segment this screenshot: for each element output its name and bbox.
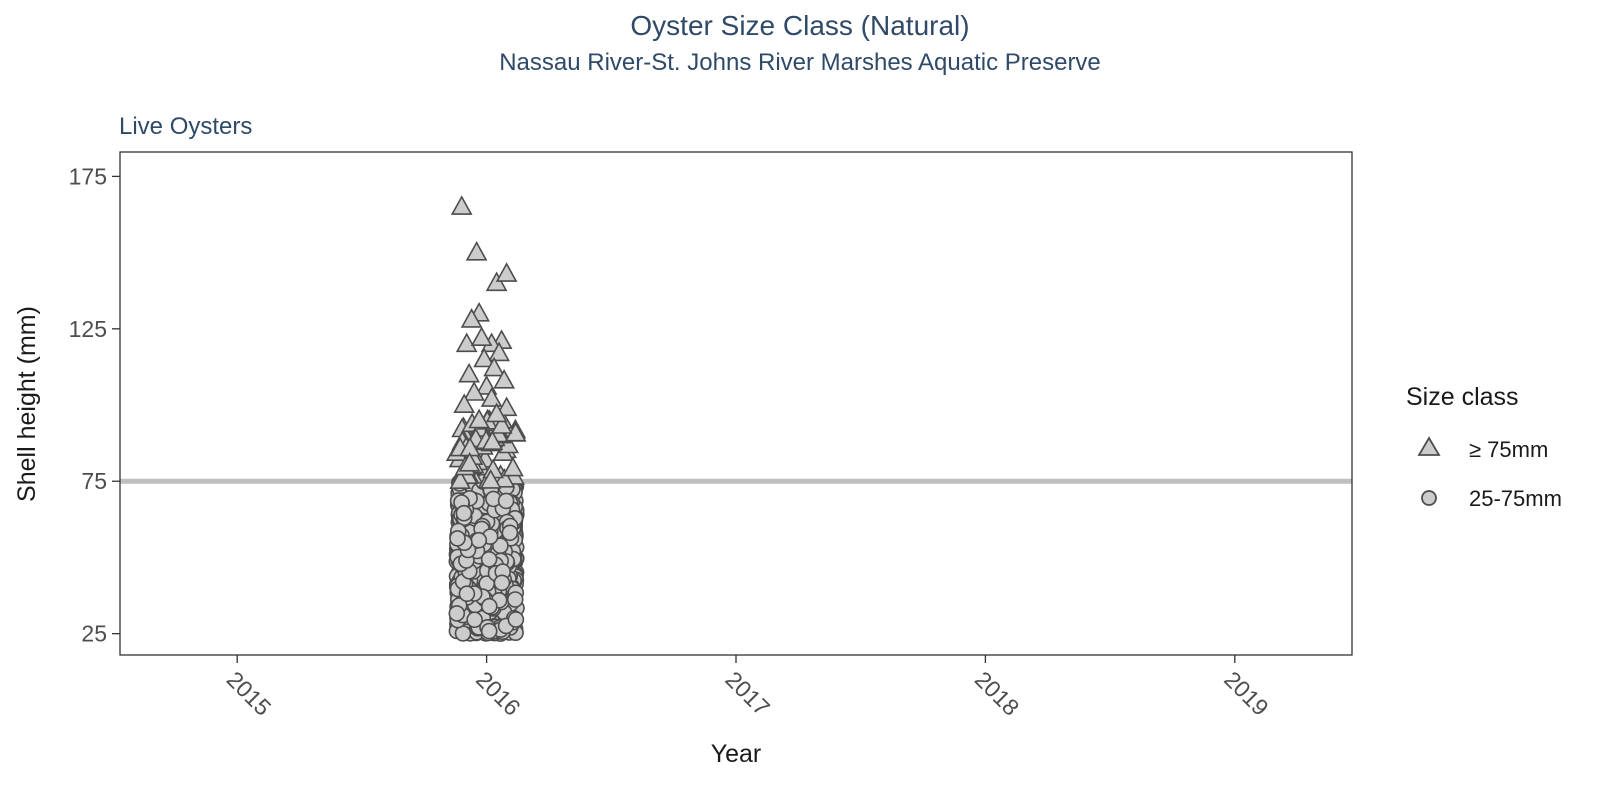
chart-title: Oyster Size Class (Natural): [630, 10, 969, 41]
legend-title: Size class: [1406, 383, 1519, 411]
point-75mm-plus: [480, 387, 503, 407]
point-75mm-plus: [479, 469, 502, 489]
point-75mm-plus: [481, 430, 504, 451]
x-tick-label: 2016: [471, 666, 526, 721]
point-75mm-plus: [465, 240, 488, 261]
point-25-75mm: [501, 524, 519, 542]
y-tick-label: 125: [69, 316, 107, 342]
legend-label-25-75mm: 25-75mm: [1469, 486, 1562, 511]
point-75mm-plus: [485, 402, 508, 423]
x-axis-title: Year: [711, 740, 762, 768]
point-25-75mm: [492, 537, 509, 555]
point-25-75mm: [497, 492, 515, 510]
point-25-75mm: [466, 611, 483, 629]
point-75mm-plus: [460, 308, 483, 328]
point-25-75mm: [470, 531, 488, 549]
x-tick-label: 2019: [1219, 666, 1274, 721]
point-75mm-plus: [463, 381, 485, 401]
point-25-75mm: [480, 597, 498, 615]
y-tick-label: 175: [69, 163, 107, 189]
points-75mm-plus: [445, 195, 527, 490]
point-75mm-plus: [468, 408, 490, 429]
point-75mm-plus: [493, 368, 515, 389]
point-75mm-plus: [488, 341, 510, 362]
point-75mm-plus: [495, 396, 518, 417]
point-25-75mm: [493, 574, 511, 592]
point-75mm-plus: [455, 332, 478, 353]
point-75mm-plus: [490, 414, 513, 434]
point-75mm-plus: [453, 393, 476, 414]
point-75mm-plus: [470, 326, 493, 347]
legend-circle-icon: [1421, 490, 1437, 506]
point-25-75mm: [506, 591, 524, 608]
legend-label-75mm-plus: ≥ 75mm: [1469, 437, 1548, 462]
plot-panel-border: [119, 151, 1353, 656]
y-tick-label: 25: [81, 621, 107, 647]
point-25-75mm: [458, 585, 476, 603]
point-25-75mm: [455, 504, 473, 522]
x-tick-label: 2018: [970, 666, 1025, 721]
point-75mm-plus: [483, 356, 505, 377]
points-25-75mm: [448, 473, 525, 642]
point-25-75mm: [480, 622, 498, 640]
point-75mm-plus: [450, 195, 473, 215]
y-axis: 25 75 125 175: [69, 163, 120, 647]
x-tick-label: 2017: [720, 666, 775, 721]
point-25-75mm: [480, 550, 498, 568]
point-75mm-plus: [449, 469, 472, 490]
point-25-75mm: [448, 605, 466, 622]
legend-triangle-icon: [1417, 436, 1441, 456]
y-axis-title: Shell height (mm): [13, 306, 41, 502]
point-75mm-plus: [502, 456, 524, 477]
point-25-75mm: [507, 611, 525, 628]
point-75mm-plus: [458, 451, 481, 472]
chart-subtitle: Nassau River-St. Johns River Marshes Aqu…: [499, 49, 1101, 76]
x-tick-label: 2015: [222, 666, 277, 721]
point-75mm-plus: [495, 262, 518, 282]
x-axis: 2015 2016 2017 2018 2019: [222, 655, 1274, 721]
panel-label: Live Oysters: [119, 113, 252, 140]
y-tick-label: 75: [81, 468, 107, 494]
legend: Size class ≥ 75mm 25-75mm: [1406, 383, 1562, 511]
point-25-75mm: [449, 530, 466, 547]
point-75mm-plus: [458, 362, 480, 383]
point-75mm-plus: [473, 347, 495, 368]
